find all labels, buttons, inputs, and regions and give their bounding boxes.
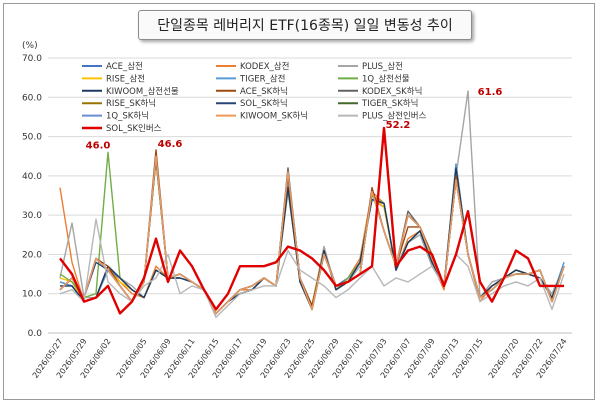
legend-entry: TIGER_삼전 [239,73,285,84]
legend: ACE_삼전 KODEX_삼전 PLUS_삼전 RISE_삼전 TIGER_삼전 1Q_삼… [82,61,427,134]
series-line [59,155,565,315]
legend-entry: PLUS_삼전인버스 [362,111,427,122]
y-tick-label: 60.0 [22,93,42,103]
y-tick-label: 40.0 [22,172,42,182]
legend-entry: TIGER_SK하닉 [361,98,418,109]
annotations: 46.0 46.6 52.2 61.6 [86,87,503,151]
series-line [59,126,564,315]
unit-label: (%) [22,41,38,51]
chart-frame: 단일종목 레버리지 ETF(16종목) 일일 변동성 추이 [3,3,595,400]
legend-entry: RISE_SK하닉 [106,98,156,109]
peak-annotation: 46.6 [158,139,183,150]
legend-entry: 1Q_삼전선물 [362,73,410,84]
legend-entry: 1Q_SK하닉 [106,111,149,122]
y-tick-label: 30.0 [22,211,42,221]
peak-annotation: 46.0 [86,140,111,151]
gridlines [48,57,572,334]
y-tick-label: 50.0 [22,133,42,143]
legend-entry: KODEX_삼전 [240,61,289,72]
peak-annotation: 61.6 [478,87,503,98]
legend-entry: ACE_SK하닉 [240,86,288,97]
legend-entry: KODEX_SK하닉 [362,86,422,97]
legend-entry: KIWOOM_SK하닉 [240,111,308,122]
y-tick-label: 0.0 [28,329,43,339]
y-tick-label: 70.0 [22,54,42,64]
legend-entry: SOL_SK인버스 [106,123,162,134]
peak-annotation: 52.2 [386,120,411,131]
legend-entry: KIWOOM_삼전선물 [106,86,179,97]
series-line [59,218,565,318]
legend-entry: ACE_삼전 [106,61,143,72]
legend-entry: SOL_SK하닉 [240,98,288,109]
y-tick-label: 20.0 [22,250,42,260]
legend-entry: PLUS_삼전 [362,61,403,72]
legend-entry: RISE_삼전 [106,73,145,84]
chart-title: 단일종목 레버리지 ETF(16종목) 일일 변동성 추이 [138,10,472,40]
y-axis-ticks: 0.0 10.0 20.0 30.0 40.0 50.0 60.0 70.0 [22,54,42,339]
y-tick-label: 10.0 [22,290,42,300]
series-lines [59,90,565,318]
